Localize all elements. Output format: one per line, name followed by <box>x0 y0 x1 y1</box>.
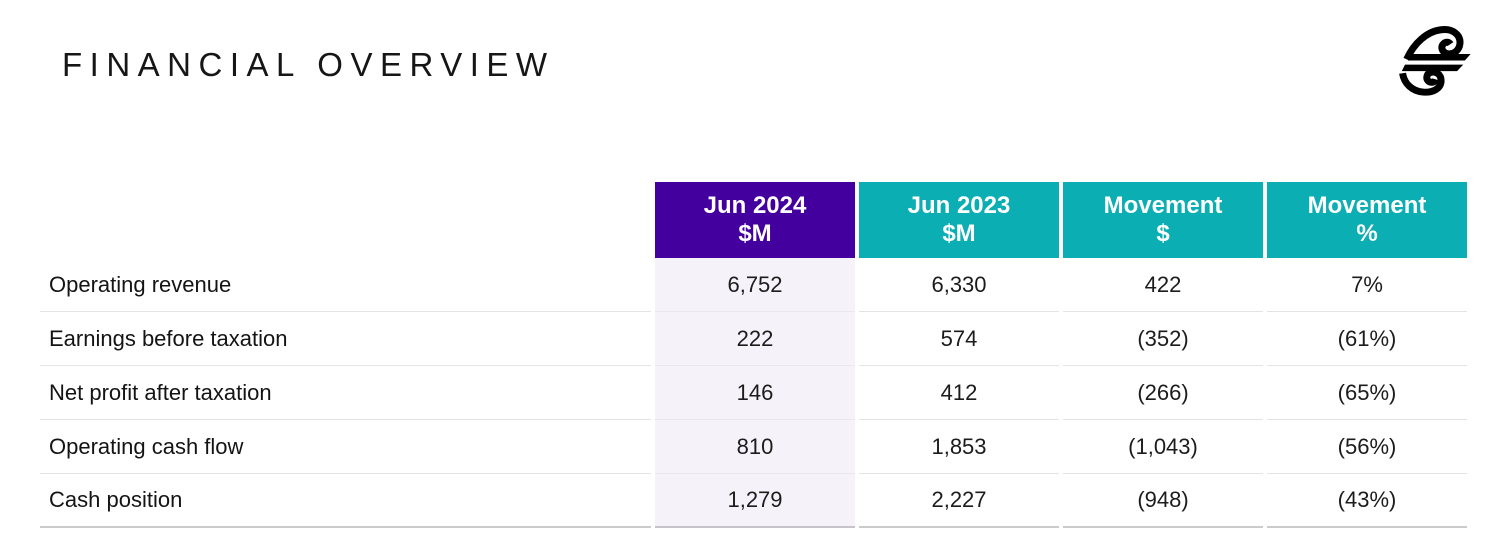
cell-value: 422 <box>1063 258 1263 312</box>
table-row: Operating cash flow 810 1,853 (1,043) (56%) <box>40 420 1467 474</box>
cell-value: (1,043) <box>1063 420 1263 474</box>
table-body: Operating revenue 6,752 6,330 422 7% Earnin… <box>40 258 1467 528</box>
row-label: Operating revenue <box>40 258 651 312</box>
row-label: Earnings before taxation <box>40 312 651 366</box>
cell-value: 222 <box>655 312 855 366</box>
cell-value: (43%) <box>1267 474 1467 528</box>
cell-value: 146 <box>655 366 855 420</box>
cell-value: 810 <box>655 420 855 474</box>
cell-value: (65%) <box>1267 366 1467 420</box>
page-title: FINANCIAL OVERVIEW <box>62 46 555 83</box>
column-header-line1: Movement <box>1103 192 1223 219</box>
cell-value: 412 <box>859 366 1059 420</box>
header-spacer <box>40 182 651 258</box>
cell-value: (61%) <box>1267 312 1467 366</box>
column-header-jun-2023-m: Jun 2023 $M <box>859 182 1059 258</box>
row-label: Cash position <box>40 474 651 528</box>
table-row: Net profit after taxation 146 412 (266) (65… <box>40 366 1467 420</box>
row-label: Operating cash flow <box>40 420 651 474</box>
cell-value: 2,227 <box>859 474 1059 528</box>
column-header-movement-: Movement % <box>1267 182 1467 258</box>
column-header-jun-2024-m: Jun 2024 $M <box>655 182 855 258</box>
cell-value: (352) <box>1063 312 1263 366</box>
cell-value: 6,752 <box>655 258 855 312</box>
column-header-movement-: Movement $ <box>1063 182 1263 258</box>
table-row: Operating revenue 6,752 6,330 422 7% <box>40 258 1467 312</box>
table-row: Earnings before taxation 222 574 (352) (61%… <box>40 312 1467 366</box>
cell-value: 1,279 <box>655 474 855 528</box>
cell-value: 6,330 <box>859 258 1059 312</box>
column-header-line2: $ <box>1156 220 1170 247</box>
column-header-line2: $M <box>942 220 976 247</box>
cell-value: 7% <box>1267 258 1467 312</box>
financial-overview-table: Jun 2024 $M Jun 2023 $M Movement $ Movem… <box>40 182 1467 528</box>
cell-value: 1,853 <box>859 420 1059 474</box>
column-header-line1: Movement <box>1307 192 1427 219</box>
cell-value: (56%) <box>1267 420 1467 474</box>
cell-value: (948) <box>1063 474 1263 528</box>
cell-value: 574 <box>859 312 1059 366</box>
column-header-line1: Jun 2023 <box>907 192 1011 219</box>
column-header-line2: % <box>1356 220 1378 247</box>
cell-value: (266) <box>1063 366 1263 420</box>
column-header-line2: $M <box>738 220 772 247</box>
column-header-line1: Jun 2024 <box>703 192 807 219</box>
koru-logo-icon <box>1399 26 1471 96</box>
table-row: Cash position 1,279 2,227 (948) (43%) <box>40 474 1467 528</box>
row-label: Net profit after taxation <box>40 366 651 420</box>
table-header-row: Jun 2024 $M Jun 2023 $M Movement $ Movem… <box>40 182 1467 258</box>
